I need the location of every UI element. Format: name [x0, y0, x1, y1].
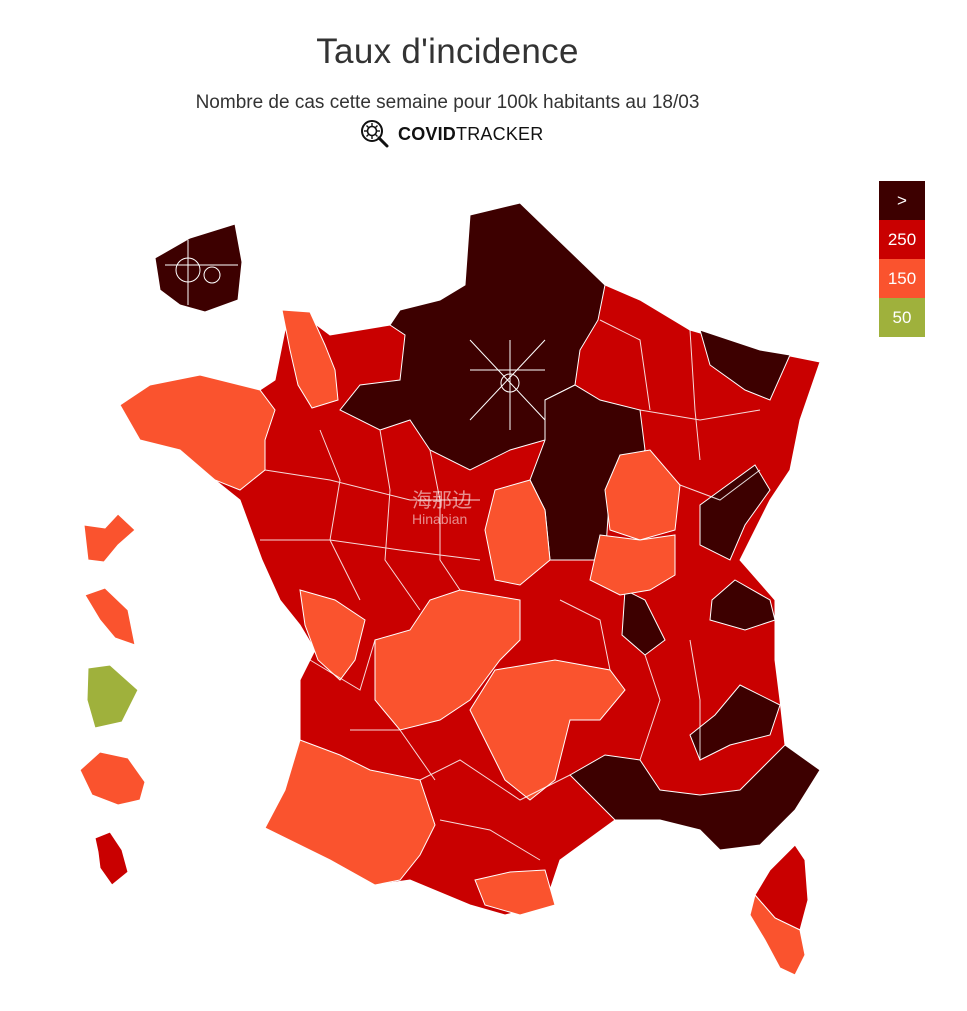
watermark: 海那边 Hinabian [412, 484, 472, 527]
reunion [79, 751, 146, 806]
mayotte [94, 831, 129, 886]
corsica-south [749, 893, 806, 976]
region-southeast [569, 744, 821, 851]
guyane [86, 664, 139, 729]
legend-item-250: 250 [879, 220, 925, 259]
virus-magnifier-icon [361, 120, 389, 148]
region-pyrenees [474, 869, 556, 916]
region-moselle [699, 329, 791, 401]
region-manche [281, 309, 339, 409]
region-saone [589, 534, 676, 596]
legend-label: > [897, 190, 907, 210]
legend-label: 50 [892, 307, 912, 327]
region-burgundy [529, 384, 646, 561]
region-limousin [374, 589, 521, 731]
region-centre-orange [484, 479, 551, 586]
guadeloupe [83, 513, 136, 563]
brand-bold: COVID [398, 123, 457, 144]
legend-label: 150 [887, 268, 917, 288]
legend-item-above: > [879, 181, 925, 220]
region-auvergne [469, 659, 626, 801]
region-southwest [264, 739, 436, 886]
region-brittany [119, 374, 276, 491]
brand-regular: TRACKER [456, 123, 544, 144]
region-poitou [299, 589, 366, 681]
inset-ile-de-france-borders [165, 240, 238, 305]
martinique [84, 587, 136, 646]
brand-logo: COVIDTRACKER [360, 119, 543, 149]
region-alps [689, 684, 781, 761]
watermark-cn: 海那边 [412, 488, 472, 512]
legend-item-150: 150 [879, 259, 925, 298]
legend-item-50: 50 [879, 298, 925, 337]
legend-label: 250 [887, 229, 917, 249]
legend: > 250 150 50 [879, 181, 925, 337]
inset-ile-de-france [154, 223, 243, 313]
region-rhone [621, 589, 666, 656]
paris-departments [469, 339, 546, 430]
region-jura [699, 464, 771, 561]
region-savoie [709, 579, 776, 631]
watermark-en: Hinabian [412, 511, 468, 527]
page-title: Taux d'incidence [316, 32, 579, 71]
page-subtitle: Nombre de cas cette semaine pour 100k ha… [195, 92, 700, 113]
department-borders [260, 299, 761, 861]
region-cotedor [604, 449, 681, 541]
